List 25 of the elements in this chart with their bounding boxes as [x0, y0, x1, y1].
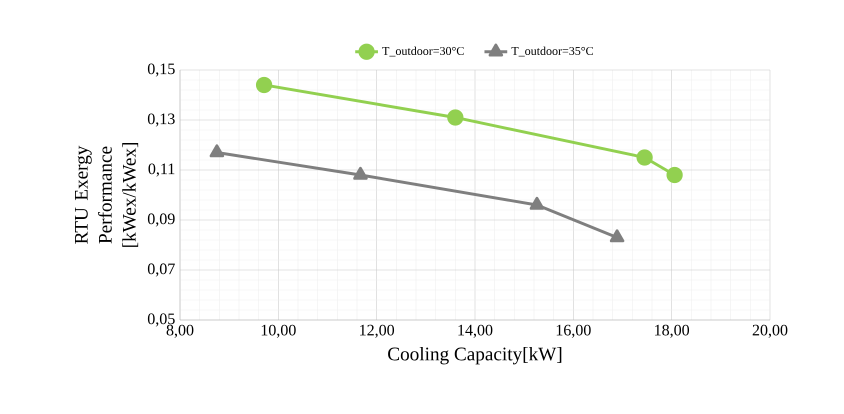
x-axis-title: Cooling Capacity[kW]	[388, 346, 562, 364]
point	[210, 144, 224, 158]
y-tick-label: 0,11	[148, 163, 174, 177]
point	[636, 149, 653, 166]
legend-label: T_outdoor=30°C	[382, 46, 464, 56]
y-tick-label: 0,05	[148, 313, 175, 327]
y-axis-title: RTU Exergy Performance [kWex/kWex]	[75, 143, 138, 247]
point	[353, 166, 368, 180]
point	[530, 196, 544, 210]
y-tick-label: 0,07	[148, 263, 175, 277]
x-tick-label: 14,00	[458, 324, 492, 338]
y-tick-label: 0,09	[148, 213, 175, 227]
y-tick-label: 0,15	[148, 63, 175, 77]
x-tick-label: 8,00	[166, 324, 194, 338]
x-tick-label: 20,00	[752, 324, 788, 338]
point	[256, 76, 272, 94]
x-tick-label: 18,00	[655, 324, 690, 338]
point	[447, 109, 464, 126]
x-tick-label: 16,00	[556, 324, 591, 338]
point	[610, 229, 624, 242]
y-tick-label: 0,13	[148, 113, 175, 127]
x-tick-label: 12,00	[360, 324, 394, 338]
legend-label: T_outdoor=35°C	[512, 46, 593, 56]
x-tick-label: 10,00	[262, 324, 296, 338]
point	[666, 166, 683, 184]
